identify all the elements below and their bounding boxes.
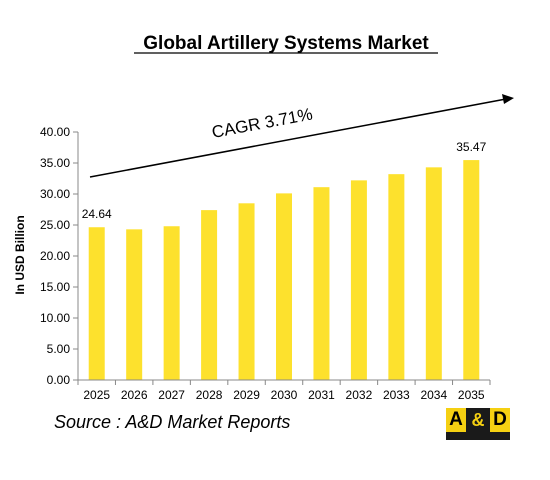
logo-subtext-bar [446,432,510,440]
cagr-arrowhead [502,94,514,104]
chart-title: Global Artillery Systems Market [143,33,429,54]
y-tick-label: 30.00 [40,187,70,201]
y-tick-label: 5.00 [47,342,71,356]
bar-2032 [350,180,367,380]
y-tick-label: 0.00 [47,373,71,387]
x-tick-label: 2028 [196,388,223,402]
bar-2034 [425,167,442,380]
logo-letter-a: A [446,408,466,432]
y-axis-label: In USD Billion [13,215,27,294]
bar-2025 [88,227,105,380]
y-tick-label: 35.00 [40,156,70,170]
cagr-arrow-line [89,98,507,178]
bar-2027 [163,226,180,380]
logo-ampersand: & [466,408,490,432]
x-tick-label: 2032 [346,388,373,402]
y-tick-label: 10.00 [40,311,70,325]
x-tick-label: 2030 [271,388,298,402]
y-axis: 0.00 5.00 10.00 15.00 20.00 25.00 30.00 35.00 40… [40,125,78,387]
bar-2035 [463,160,480,380]
data-labels: 24.64 35.47 [82,140,487,221]
x-tick-label: 2031 [308,388,335,402]
bar-2033 [388,174,405,380]
x-tick-label: 2026 [121,388,148,402]
bar-2030 [276,193,292,380]
cagr-annotation: CAGR 3.71% [210,104,314,141]
x-tick-label: 2035 [458,388,485,402]
ad-logo: A & D [446,408,510,440]
bar-2031 [313,187,330,380]
x-axis: 2025 2026 2027 2028 2029 2030 2031 2032 2033 2034… [77,380,491,402]
x-tick-label: 2033 [383,388,410,402]
bar-2026 [126,229,143,380]
y-tick-label: 40.00 [40,125,70,139]
x-tick-label: 2034 [420,388,447,402]
y-tick-label: 15.00 [40,280,70,294]
data-label-2025: 24.64 [82,207,112,221]
source-caption: Source : A&D Market Reports [54,412,291,432]
x-tick-label: 2029 [233,388,260,402]
x-tick-label: 2025 [83,388,110,402]
data-label-2035: 35.47 [456,140,486,154]
logo-letter-d: D [490,408,510,432]
bar-2028 [201,210,218,380]
y-tick-label: 25.00 [40,218,70,232]
y-tick-label: 20.00 [40,249,70,263]
x-tick-label: 2027 [158,388,185,402]
bar-series [88,160,480,380]
bar-2029 [238,203,255,380]
